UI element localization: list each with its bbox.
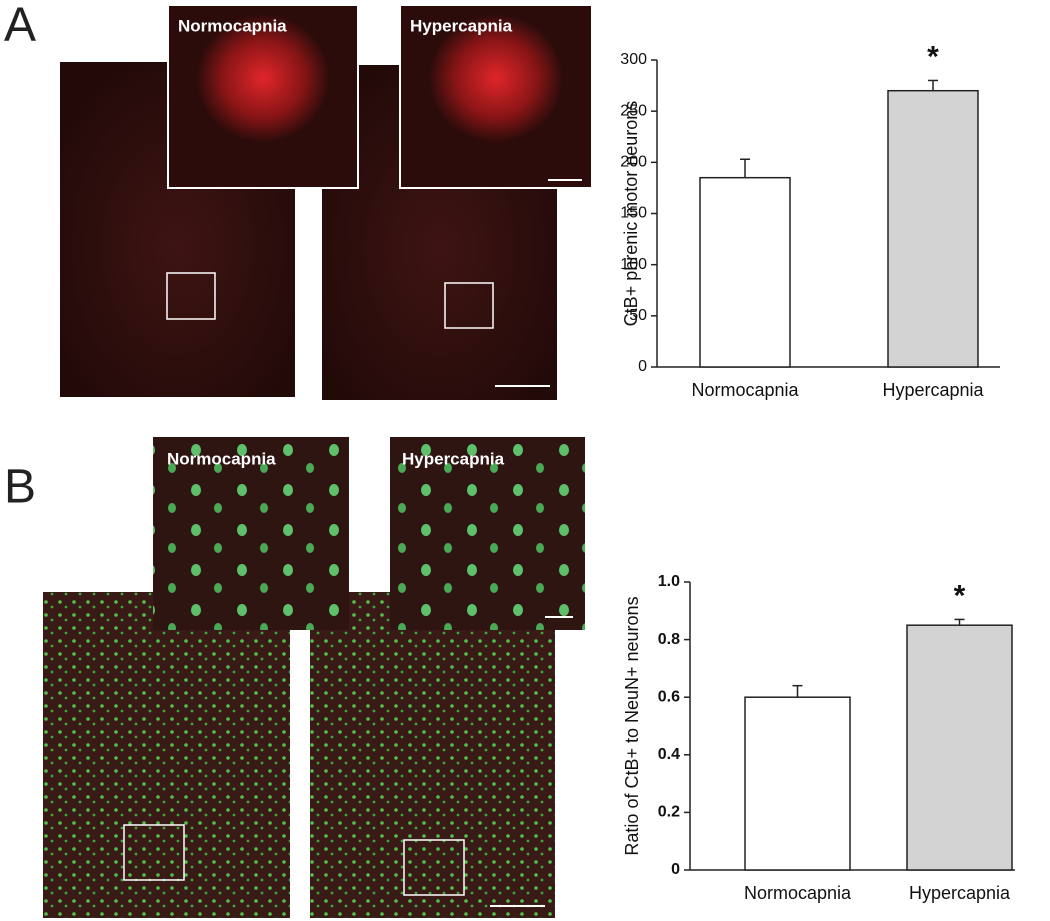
- bar: [906, 624, 1013, 871]
- y-tick-label: 0: [638, 358, 647, 375]
- inset: [153, 437, 349, 630]
- roi-box: [166, 272, 216, 320]
- y-tick-label: 300: [620, 51, 647, 68]
- y-axis-label: CtB+ phrenic motor neurons: [621, 101, 641, 327]
- bar: [744, 696, 851, 871]
- x-tick-label: Normocapnia: [744, 883, 852, 903]
- inset: [167, 4, 359, 189]
- image-label: Normocapnia: [167, 449, 276, 468]
- micrographs-a: [60, 4, 593, 400]
- y-tick-label: 50: [629, 307, 647, 324]
- roi-box: [123, 824, 185, 881]
- image-label: Hypercapnia: [410, 16, 513, 35]
- roi-box: [403, 839, 465, 896]
- y-tick-label: 0.4: [658, 746, 680, 763]
- bar: [699, 176, 791, 368]
- annotation: *: [927, 40, 939, 73]
- y-axis-label: Ratio of CtB+ to NeuN+ neurons: [622, 596, 642, 855]
- roi-box: [444, 282, 494, 329]
- y-tick-label: 0.2: [658, 804, 680, 821]
- y-tick-label: 0.8: [658, 631, 680, 648]
- y-tick-label: 0: [671, 861, 680, 878]
- y-tick-label: 150: [620, 205, 647, 222]
- image: [43, 592, 290, 918]
- annotation: *: [954, 579, 966, 612]
- panel-label: B: [4, 461, 36, 514]
- y-tick-label: 250: [620, 102, 647, 119]
- micrographs-b: [43, 437, 585, 918]
- panel-label: A: [4, 0, 36, 52]
- inset: [399, 4, 593, 189]
- x-tick-label: Normocapnia: [691, 380, 799, 400]
- y-tick-label: 0.6: [658, 688, 680, 705]
- image: [310, 592, 555, 918]
- inset: [390, 437, 585, 630]
- y-tick-label: 100: [620, 256, 647, 273]
- bar: [887, 89, 979, 368]
- y-tick-label: 200: [620, 154, 647, 171]
- x-tick-label: Hypercapnia: [909, 883, 1011, 903]
- y-tick-label: 1.0: [658, 573, 680, 590]
- x-tick-label: Hypercapnia: [882, 380, 984, 400]
- image-label: Normocapnia: [178, 16, 287, 35]
- image-label: Hypercapnia: [402, 449, 505, 468]
